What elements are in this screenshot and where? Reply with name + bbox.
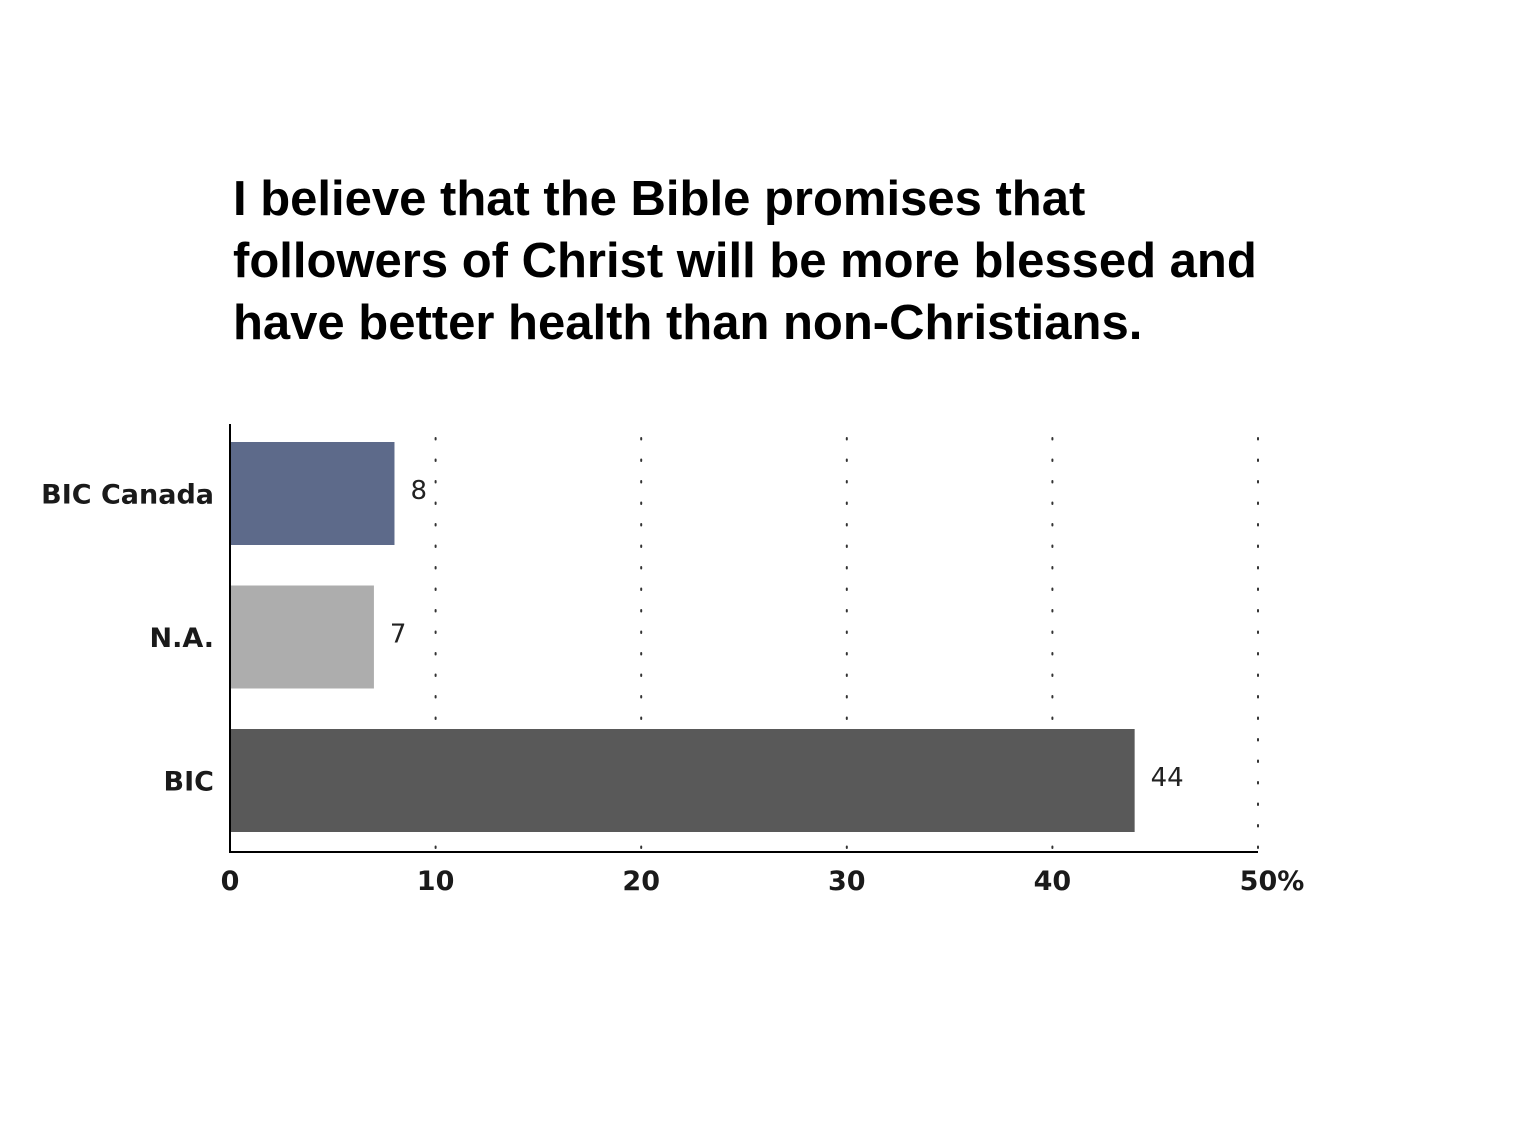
chart-title-line-2: followers of Christ will be more blessed… xyxy=(233,234,1257,288)
chart-title-line-1: I believe that the Bible promises that xyxy=(233,172,1086,226)
category-label: BIC xyxy=(164,767,214,798)
value-label: 7 xyxy=(390,620,407,650)
x-tick-label: 0 xyxy=(221,866,240,897)
bar-bic xyxy=(230,729,1135,832)
bar-bic-canada xyxy=(230,442,395,545)
x-tick-label: 10 xyxy=(417,866,455,897)
x-tick-label: 50% xyxy=(1240,866,1305,897)
category-label: BIC Canada xyxy=(41,480,214,511)
value-label: 8 xyxy=(410,476,427,506)
x-tick-label: 30 xyxy=(828,866,866,897)
x-tick-label: 40 xyxy=(1034,866,1072,897)
x-tick-label: 20 xyxy=(622,866,660,897)
category-label: N.A. xyxy=(149,623,214,654)
bar-n-a xyxy=(230,585,374,689)
chart-title: I believe that the Bible promises that f… xyxy=(233,168,1413,354)
chart-title-line-3: have better health than non-Christians. xyxy=(233,296,1143,350)
value-label: 44 xyxy=(1151,763,1184,793)
